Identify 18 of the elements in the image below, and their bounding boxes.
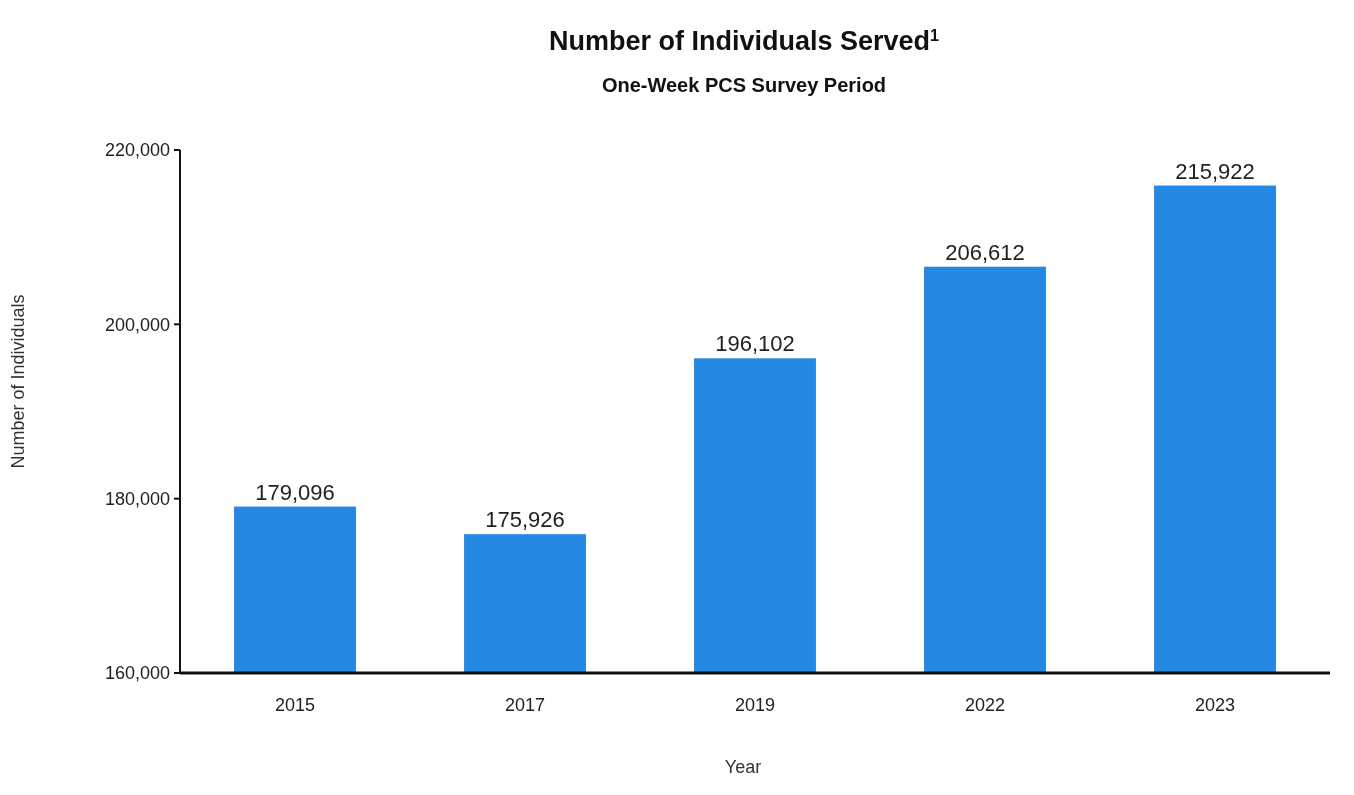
data-label: 215,922 <box>1175 158 1255 184</box>
data-label: 196,102 <box>715 331 795 357</box>
y-tick-label: 160,000 <box>104 663 170 684</box>
data-label: 179,096 <box>255 479 335 505</box>
data-label: 206,612 <box>945 239 1025 265</box>
x-axis-title: Year <box>724 757 762 777</box>
y-tick-label: 220,000 <box>104 140 170 161</box>
x-tick-label: 2015 <box>274 695 316 715</box>
data-label: 175,926 <box>485 507 565 533</box>
y-tick-label: 180,000 <box>104 488 170 509</box>
chart-title: Number of Individuals Served$^{1}$ <box>548 26 940 56</box>
x-tick-label: 2017 <box>504 695 546 715</box>
x-tick-label: 2023 <box>1194 695 1236 715</box>
x-tick-label: 2019 <box>734 695 776 715</box>
x-tick-label: 2022 <box>964 695 1006 715</box>
chart-subtitle: One-Week PCS Survey Period <box>601 74 887 96</box>
y-axis-title: Number of Individuals <box>8 294 28 469</box>
y-tick-label: 200,000 <box>104 314 170 335</box>
